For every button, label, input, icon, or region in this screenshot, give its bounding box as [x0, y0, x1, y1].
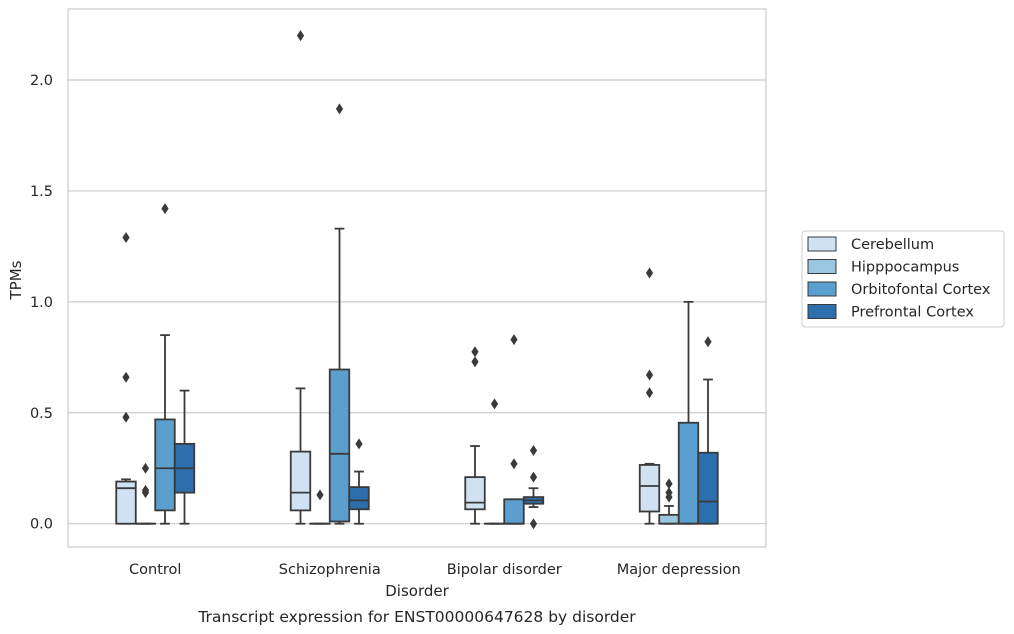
box-plot	[503, 334, 525, 525]
outlier-marker	[471, 346, 479, 358]
outlier-marker	[529, 444, 538, 456]
outlier-marker	[335, 103, 344, 115]
box-plot	[464, 346, 486, 525]
outlier-marker	[161, 203, 169, 215]
legend-label: Prefrontal Cortex	[851, 305, 974, 321]
x-tick-label: Major depression	[617, 562, 741, 578]
y-tick-label: 0.0	[30, 517, 53, 533]
figure-caption: Transcript expression for ENST0000064762…	[197, 608, 636, 626]
y-tick-label: 0.5	[30, 406, 53, 422]
legend-swatch	[807, 236, 837, 252]
iqr-box	[677, 421, 700, 525]
outlier-marker	[122, 371, 130, 383]
outlier-marker	[645, 387, 654, 399]
outlier-marker	[510, 334, 518, 346]
iqr-box	[503, 498, 525, 525]
box-plots	[115, 30, 719, 530]
iqr-box	[638, 464, 661, 513]
outlier-marker	[510, 458, 518, 470]
outlier-marker	[141, 462, 150, 474]
legend-swatch	[807, 281, 837, 297]
legend-frame	[801, 230, 1005, 328]
x-tick-label: Control	[129, 562, 181, 578]
legend-label: Orbitofontal Cortex	[851, 282, 991, 298]
x-tick-label: Schizophrenia	[279, 562, 381, 578]
outlier-marker	[529, 471, 538, 483]
x-axis-ticks: Control Schizophrenia Bipolar disorder Majo…	[129, 562, 741, 578]
legend: Cerebellum Hipppocampus Orbitofontal Corte…	[801, 230, 1005, 328]
legend-label: Hipppocampus	[851, 260, 959, 276]
outlier-marker	[471, 356, 479, 368]
outlier-marker	[316, 489, 324, 501]
iqr-box	[348, 486, 370, 511]
outlier-marker	[122, 411, 130, 423]
iqr-box	[464, 476, 486, 511]
box-plot	[348, 438, 370, 525]
y-tick-label: 1.5	[30, 184, 53, 200]
legend-label: Cerebellum	[851, 237, 934, 253]
box-plot	[328, 103, 351, 525]
iqr-box	[154, 418, 176, 512]
iqr-box	[697, 451, 719, 525]
box-plot	[134, 462, 157, 525]
legend-swatch	[807, 259, 837, 274]
iqr-box	[328, 368, 351, 523]
outlier-marker	[665, 487, 673, 499]
x-axis-label: Disorder	[385, 582, 449, 600]
box-plot	[658, 478, 680, 525]
outlier-marker	[704, 336, 712, 348]
iqr-box	[658, 513, 680, 525]
x-tick-label: Bipolar disorder	[447, 562, 562, 578]
outlier-marker	[296, 30, 305, 42]
outlier-marker	[355, 438, 363, 450]
outlier-marker	[645, 369, 654, 381]
box-plot	[697, 336, 719, 525]
outlier-marker	[645, 267, 654, 279]
y-axis-label: TPMs	[7, 260, 25, 300]
outlier-marker	[529, 518, 538, 530]
y-tick-label: 1.0	[30, 295, 53, 311]
box-plot	[638, 267, 661, 525]
box-plot	[289, 30, 312, 525]
iqr-box	[289, 450, 312, 512]
iqr-box	[115, 480, 137, 525]
legend-swatch	[807, 304, 837, 319]
box-plot	[173, 389, 196, 525]
box-plot	[115, 232, 137, 525]
outlier-marker	[665, 478, 673, 490]
outlier-marker	[490, 398, 499, 410]
outlier-marker	[122, 232, 130, 244]
y-axis-ticks: 0.0 0.5 1.0 1.5 2.0	[30, 73, 53, 533]
box-plot	[309, 489, 331, 525]
box-plot	[522, 444, 545, 530]
outlier-marker	[141, 484, 150, 496]
y-tick-label: 2.0	[30, 73, 53, 89]
